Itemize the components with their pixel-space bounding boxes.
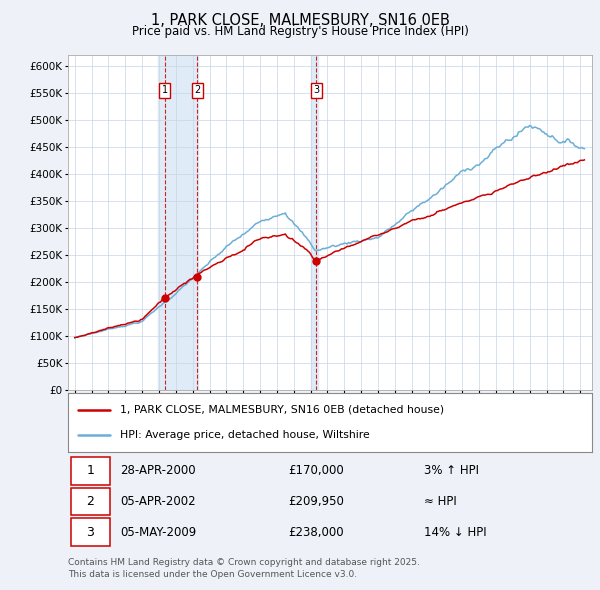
- Bar: [158, 55, 198, 390]
- Point: [160, 293, 169, 303]
- Text: This data is licensed under the Open Government Licence v3.0.: This data is licensed under the Open Gov…: [68, 570, 357, 579]
- Text: 2: 2: [86, 495, 94, 508]
- Text: 1, PARK CLOSE, MALMESBURY, SN16 0EB: 1, PARK CLOSE, MALMESBURY, SN16 0EB: [151, 13, 449, 28]
- Text: 3: 3: [86, 526, 94, 539]
- Text: Price paid vs. HM Land Registry's House Price Index (HPI): Price paid vs. HM Land Registry's House …: [131, 25, 469, 38]
- Text: HPI: Average price, detached house, Wiltshire: HPI: Average price, detached house, Wilt…: [121, 431, 370, 441]
- Bar: [311, 55, 318, 390]
- FancyBboxPatch shape: [71, 518, 110, 546]
- Point: [192, 272, 202, 281]
- FancyBboxPatch shape: [71, 457, 110, 485]
- Text: 14% ↓ HPI: 14% ↓ HPI: [424, 526, 487, 539]
- Point: [311, 257, 321, 266]
- Text: ≈ HPI: ≈ HPI: [424, 495, 457, 508]
- Text: 28-APR-2000: 28-APR-2000: [121, 464, 196, 477]
- Text: 1: 1: [86, 464, 94, 477]
- Text: 1: 1: [161, 85, 167, 95]
- Text: 2: 2: [194, 85, 200, 95]
- Text: 05-APR-2002: 05-APR-2002: [121, 495, 196, 508]
- FancyBboxPatch shape: [71, 487, 110, 516]
- Text: 1, PARK CLOSE, MALMESBURY, SN16 0EB (detached house): 1, PARK CLOSE, MALMESBURY, SN16 0EB (det…: [121, 405, 445, 415]
- Text: £209,950: £209,950: [288, 495, 344, 508]
- Text: 3% ↑ HPI: 3% ↑ HPI: [424, 464, 479, 477]
- Text: 05-MAY-2009: 05-MAY-2009: [121, 526, 197, 539]
- Text: £170,000: £170,000: [288, 464, 344, 477]
- Text: Contains HM Land Registry data © Crown copyright and database right 2025.: Contains HM Land Registry data © Crown c…: [68, 558, 420, 567]
- Text: 3: 3: [313, 85, 319, 95]
- Text: £238,000: £238,000: [288, 526, 344, 539]
